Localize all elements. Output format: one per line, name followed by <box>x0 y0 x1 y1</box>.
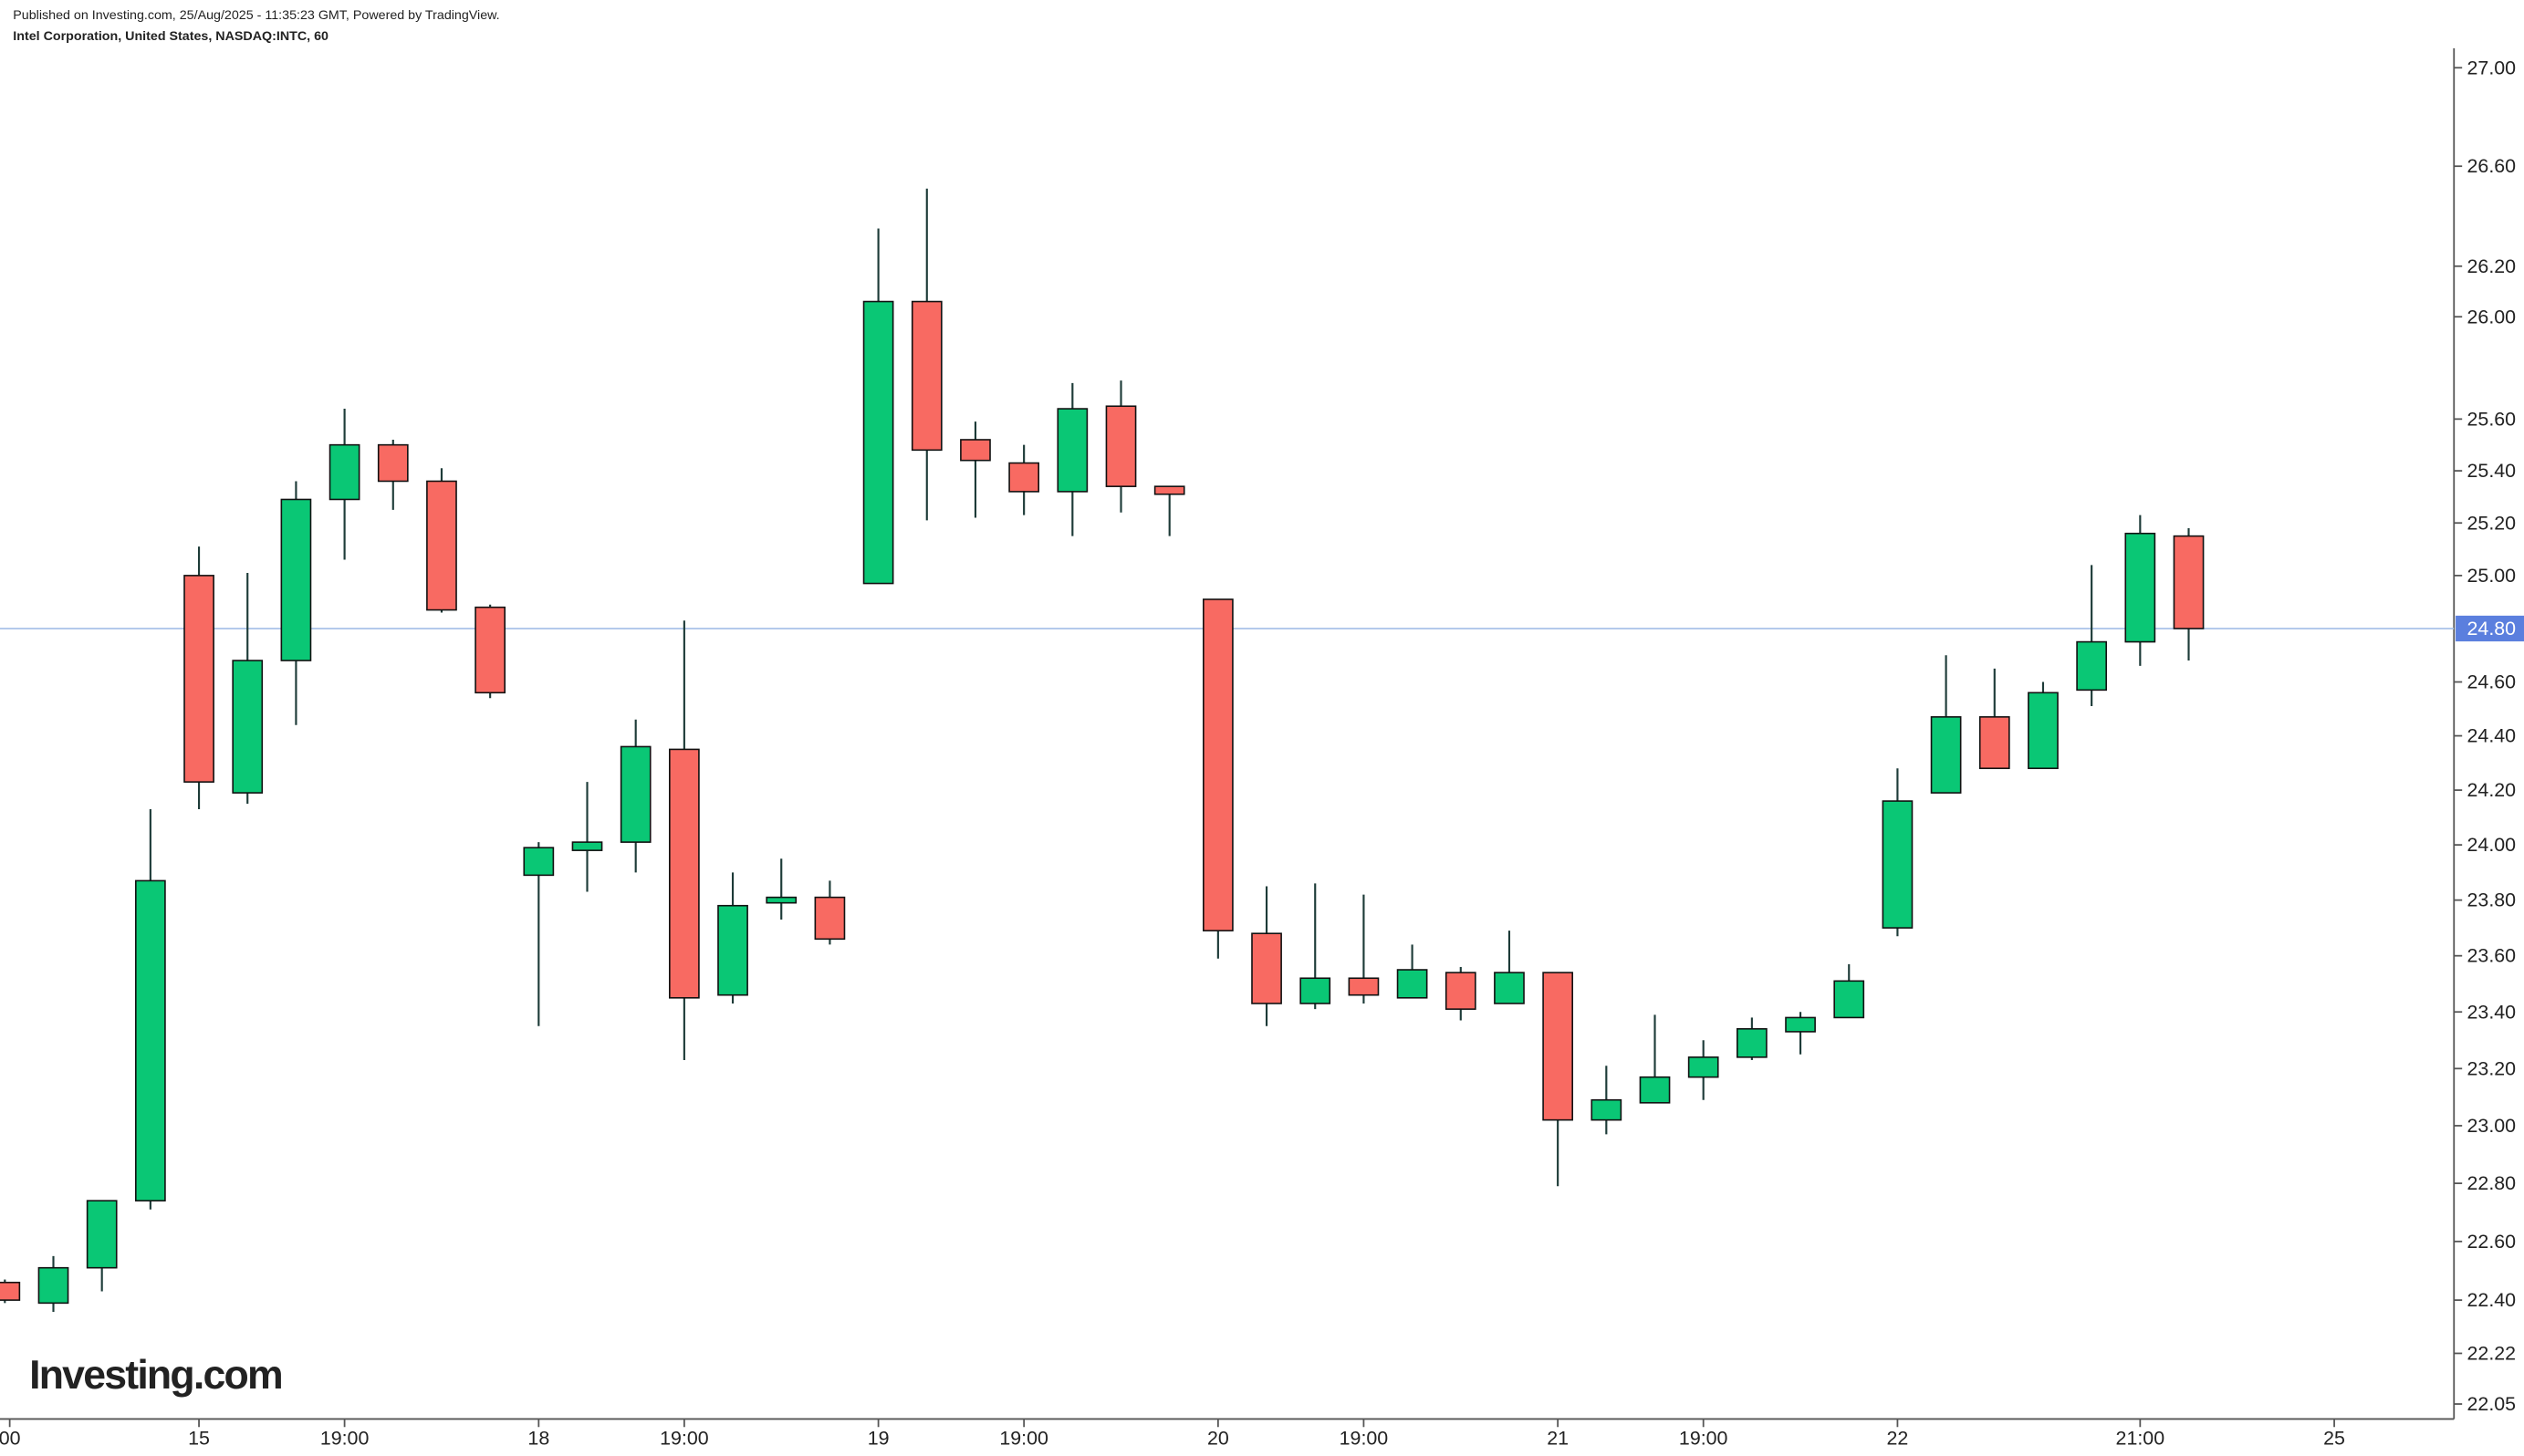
candle-body <box>1348 977 1380 996</box>
candle-body <box>1445 972 1476 1010</box>
candle-body <box>1542 972 1574 1121</box>
candle-body <box>1591 1098 1622 1121</box>
y-tick-label: 25.20 <box>2467 512 2517 534</box>
y-tick-label: 24.60 <box>2467 671 2517 693</box>
candle-body <box>1105 405 1137 487</box>
candle-body <box>2076 640 2108 692</box>
candle-body <box>1299 977 1331 1004</box>
candle-body <box>1687 1056 1719 1078</box>
y-tick-label: 22.60 <box>2467 1231 2517 1253</box>
candle-body <box>1785 1016 1816 1033</box>
y-tick-label: 26.60 <box>2467 155 2517 177</box>
x-tick-label: 19:00 <box>660 1428 709 1450</box>
y-tick-label: 26.20 <box>2467 255 2517 277</box>
x-tick-label: 18 <box>527 1428 549 1450</box>
candle-body <box>1737 1028 1768 1058</box>
candle-body <box>329 443 360 501</box>
candle-body <box>620 745 652 843</box>
candle-body <box>911 300 943 452</box>
candle-body <box>475 606 506 694</box>
price-label: 24.80 <box>2467 618 2517 640</box>
y-tick-label: 24.40 <box>2467 725 2517 747</box>
chart-title: Intel Corporation, United States, NASDAQ… <box>13 29 329 44</box>
candle-body <box>571 841 603 851</box>
logo: Investing.com <box>29 1353 282 1398</box>
y-tick-label: 24.20 <box>2467 779 2517 801</box>
candle-body <box>37 1266 69 1305</box>
candle-body <box>1882 800 1914 929</box>
candle-body <box>1833 980 1865 1019</box>
y-tick-label: 23.60 <box>2467 945 2517 967</box>
candle-body <box>280 498 312 661</box>
candle-body <box>669 748 700 999</box>
x-tick-label: 19 <box>868 1428 890 1450</box>
candle-body <box>862 300 894 585</box>
candle-body <box>1057 408 1089 493</box>
x-tick-label: 15 <box>188 1428 210 1450</box>
candle-body <box>232 660 264 794</box>
y-tick-label: 25.40 <box>2467 460 2517 482</box>
y-tick-label: 25.60 <box>2467 409 2517 431</box>
candle-body <box>766 896 798 904</box>
candle-body <box>2028 692 2059 770</box>
candle-body <box>183 575 214 783</box>
candle-body <box>1978 716 2010 770</box>
x-tick-label: 25 <box>2323 1428 2345 1450</box>
x-tick-label: 20 <box>1207 1428 1229 1450</box>
candle-body <box>523 847 555 877</box>
candle-body <box>1639 1076 1671 1104</box>
candle-body <box>135 879 166 1201</box>
x-tick-label: 21:00 <box>2116 1428 2165 1450</box>
candle-body <box>1153 485 1185 495</box>
x-tick-label: 21 <box>1547 1428 1569 1450</box>
y-tick-label: 23.80 <box>2467 889 2517 911</box>
y-tick-label: 26.00 <box>2467 306 2517 328</box>
candle-body <box>86 1200 118 1269</box>
candle-body <box>717 904 748 996</box>
candle-body <box>814 896 846 941</box>
candle-body <box>1203 598 1234 931</box>
candle-body <box>1396 969 1428 999</box>
y-tick-label: 22.80 <box>2467 1172 2517 1194</box>
y-tick-label: 22.22 <box>2467 1343 2517 1365</box>
candle-body <box>0 1281 21 1301</box>
candle-body <box>1930 716 1962 794</box>
plot-area <box>0 188 2455 1313</box>
x-tick-label: 00 <box>0 1428 21 1450</box>
published-note: Published on Investing.com, 25/Aug/2025 … <box>13 8 499 23</box>
candle-body <box>1494 972 1525 1004</box>
candle-body <box>2124 532 2156 643</box>
x-tick-label: 19:00 <box>1679 1428 1728 1450</box>
x-tick-label: 19:00 <box>1340 1428 1389 1450</box>
y-tick-label: 22.40 <box>2467 1289 2517 1311</box>
candle-body <box>1251 932 1282 1004</box>
y-tick-label: 23.40 <box>2467 1001 2517 1023</box>
x-tick-label: 19:00 <box>320 1428 370 1450</box>
y-tick-label: 22.05 <box>2467 1393 2517 1415</box>
x-tick-label: 19:00 <box>999 1428 1048 1450</box>
y-tick-label: 27.00 <box>2467 57 2517 78</box>
x-tick-label: 22 <box>1887 1428 1909 1450</box>
candle-body <box>1008 462 1040 493</box>
y-tick-label: 23.00 <box>2467 1115 2517 1137</box>
y-tick-label: 25.00 <box>2467 565 2517 587</box>
candle-body <box>426 480 457 611</box>
y-tick-label: 23.20 <box>2467 1057 2517 1079</box>
y-tick-label: 24.00 <box>2467 834 2517 856</box>
candle-body <box>377 443 409 483</box>
candle-body <box>960 439 991 462</box>
candle-body <box>2173 535 2205 629</box>
price-label-box <box>2456 615 2524 642</box>
